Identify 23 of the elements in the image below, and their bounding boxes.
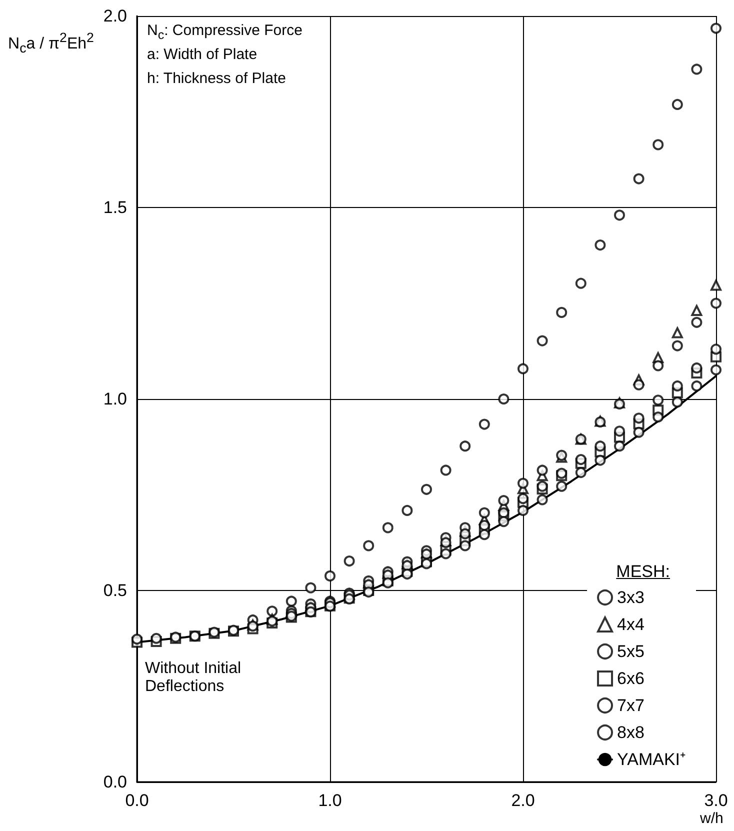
y-tick-label: 2.0 — [103, 6, 127, 26]
legend-label: 5x5 — [617, 642, 644, 661]
x-tick-label: 2.0 — [511, 791, 535, 810]
x-tick-label: 1.0 — [318, 791, 342, 810]
x-tick-label: 3.0 — [704, 791, 728, 810]
legend-label: 4x4 — [617, 615, 644, 634]
x-tick-label: 0.0 — [125, 791, 149, 810]
x-axis-title: w/h — [700, 810, 724, 828]
y-axis-title: N$_{c}$a / π$^{2}$Eh$^{2}$ — [8, 30, 94, 56]
annotation: Without Initial Deflections — [145, 660, 242, 697]
annotation: h: Thickness of Plate — [147, 70, 286, 88]
legend-label: YAMAKI⁺ — [617, 750, 686, 769]
annotation: a: Width of Plate — [147, 46, 258, 64]
legend-label: 6x6 — [617, 669, 644, 688]
y-tick-label: 0.5 — [103, 581, 127, 600]
legend-title: MESH: — [616, 562, 670, 582]
y-tick-label: 0.0 — [103, 772, 127, 792]
annotation: N$_{c}$: Compressive Force — [147, 22, 302, 42]
y-tick-label: 1.5 — [103, 198, 127, 217]
legend-label: 8x8 — [617, 723, 644, 742]
y-tick-label: 1.0 — [103, 390, 127, 408]
legend-label: 7x7 — [617, 696, 644, 715]
legend-label: 3x3 — [617, 588, 644, 607]
